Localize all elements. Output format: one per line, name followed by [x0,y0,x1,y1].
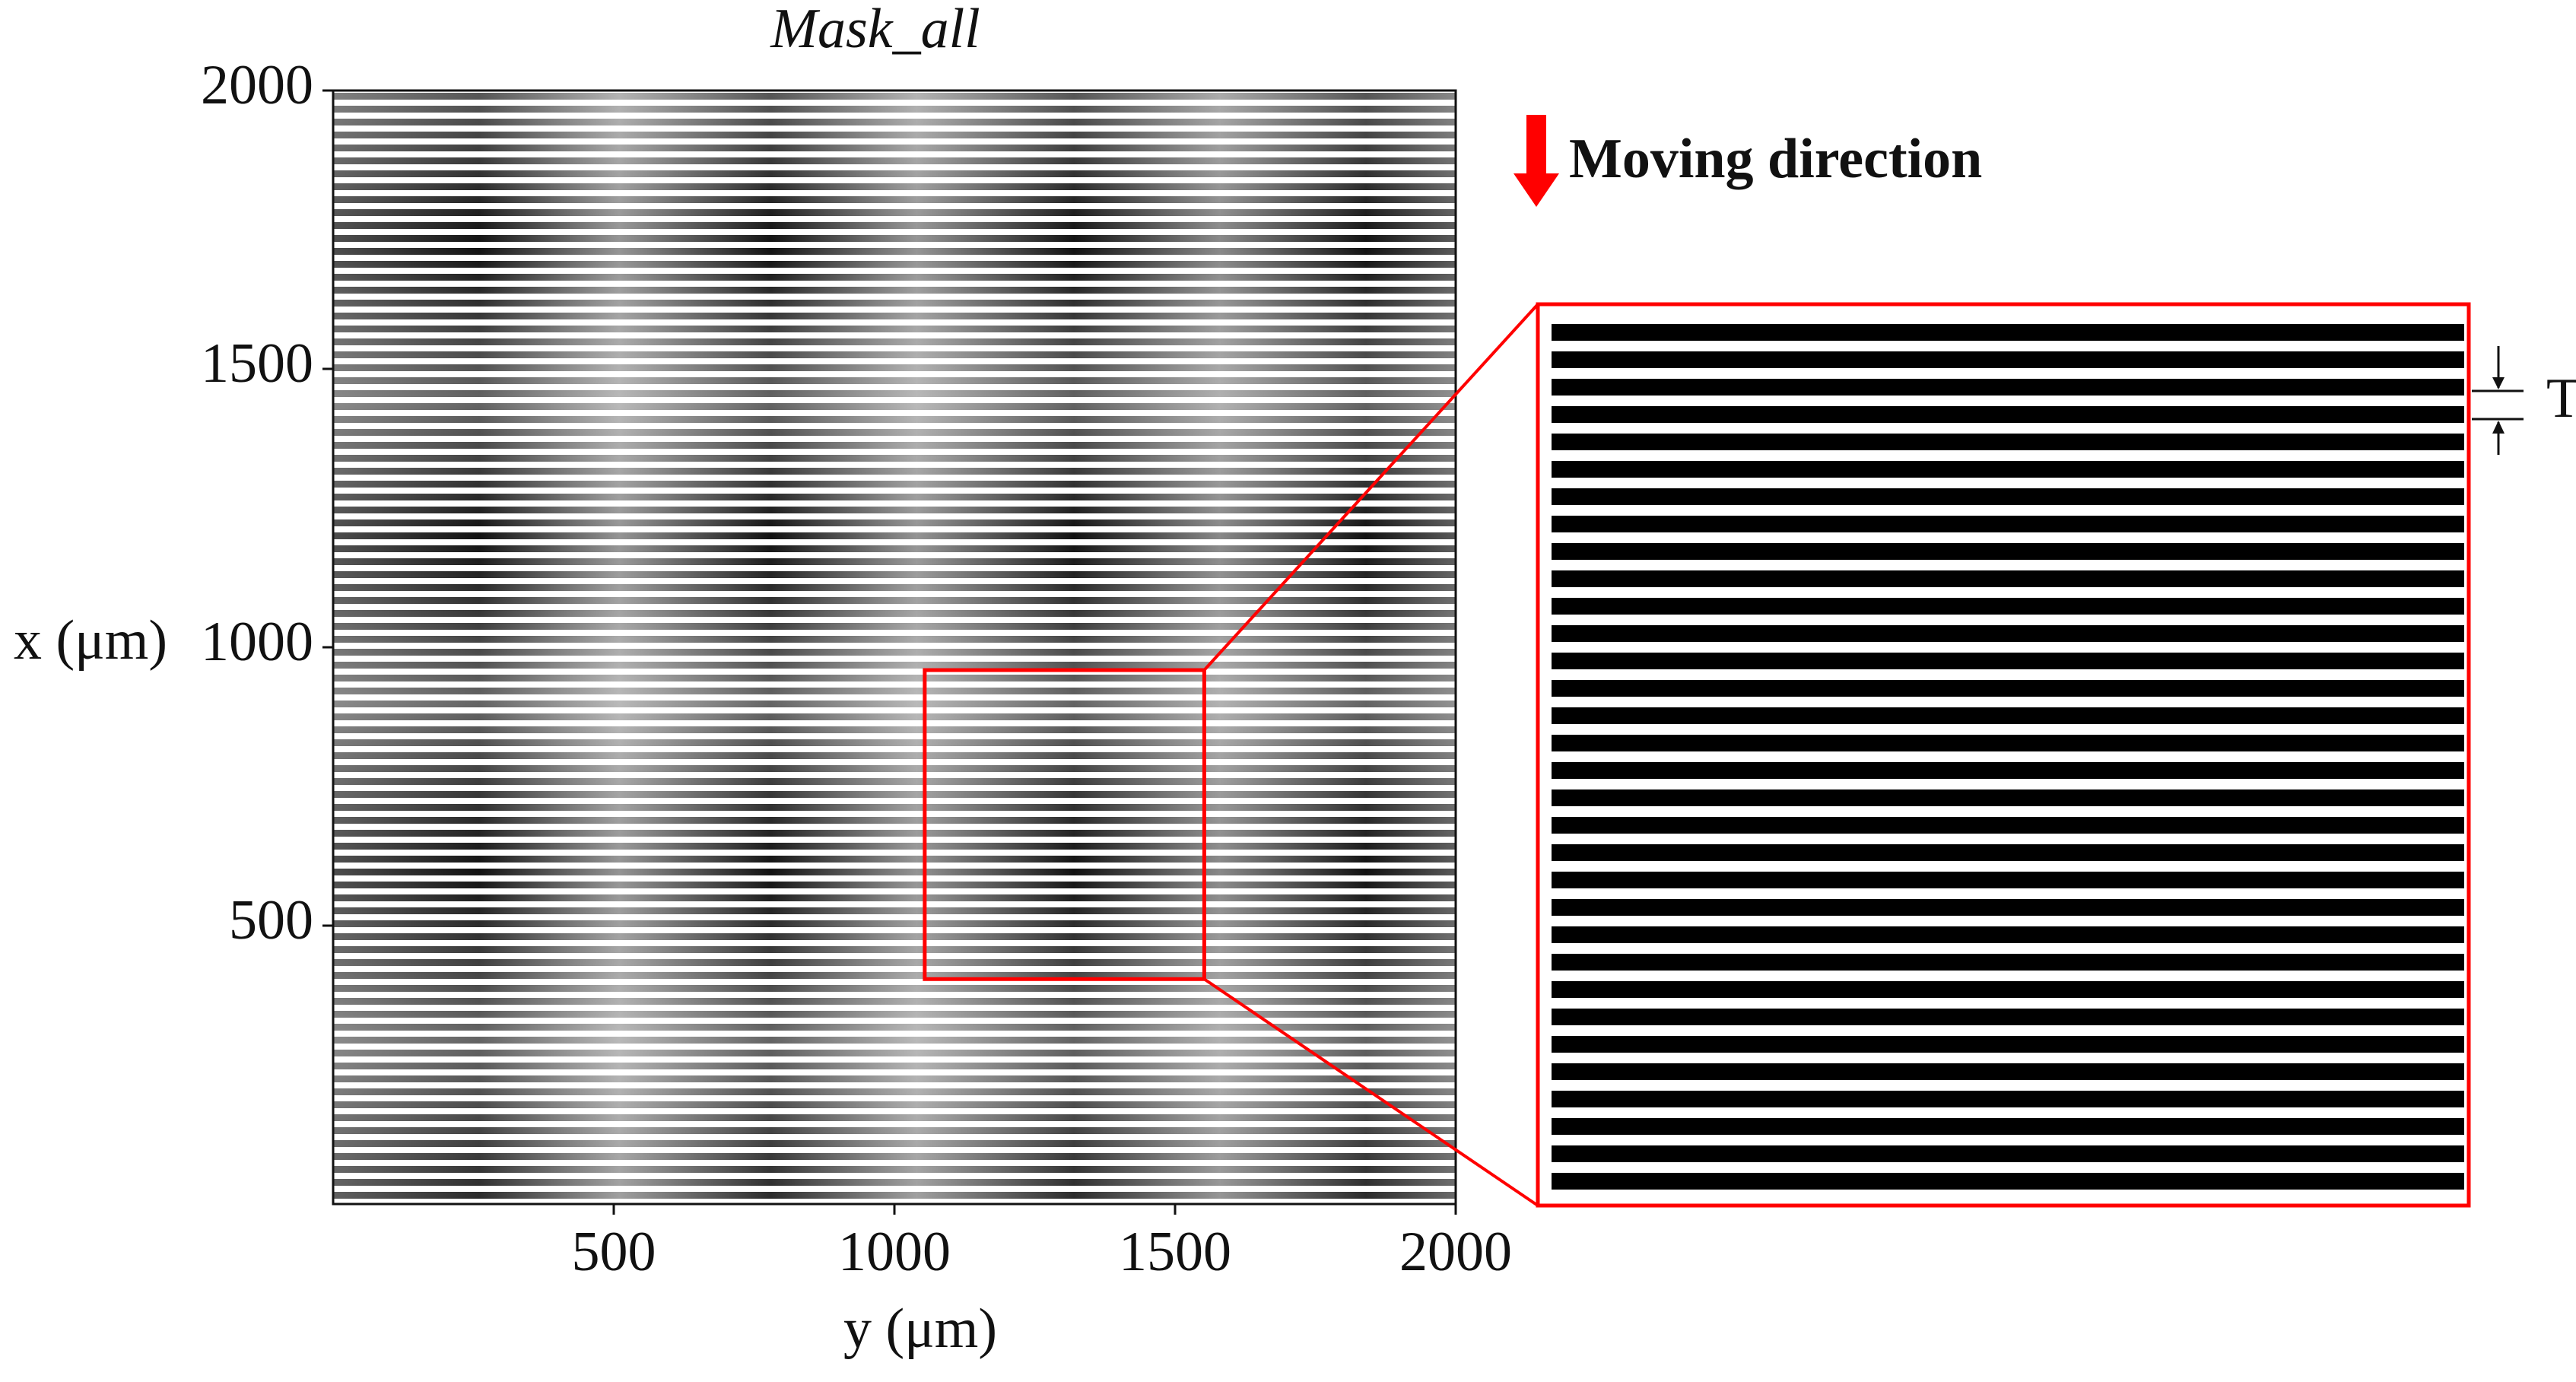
x-tick-label: 1000 [838,1221,951,1283]
period-marker [2472,346,2524,455]
moving-arrow [1514,115,1559,207]
zoom-connector [1203,977,1539,1207]
direction-label: Moving direction [1569,128,1982,190]
y-tick-label: 500 [229,889,313,952]
zoom-inset-frame [1536,302,2471,1208]
y-tick-label: 1000 [201,611,313,673]
y-tick-label: 2000 [201,54,313,116]
zoom-connector [1202,303,1539,672]
x-tick-label: 1500 [1119,1221,1231,1283]
y-axis-label: x (μm) [14,609,167,672]
x-tick-label: 2000 [1399,1221,1512,1283]
period-label: T [2546,367,2576,430]
zoom-image [1552,323,2464,1198]
mask-bands [333,91,1456,1204]
y-tick-label: 1500 [201,332,313,395]
x-axis-label: y (μm) [843,1298,997,1360]
chart-title: Mask_all [770,0,980,60]
x-tick-label: 500 [572,1221,656,1283]
zoom-region [923,668,1206,981]
